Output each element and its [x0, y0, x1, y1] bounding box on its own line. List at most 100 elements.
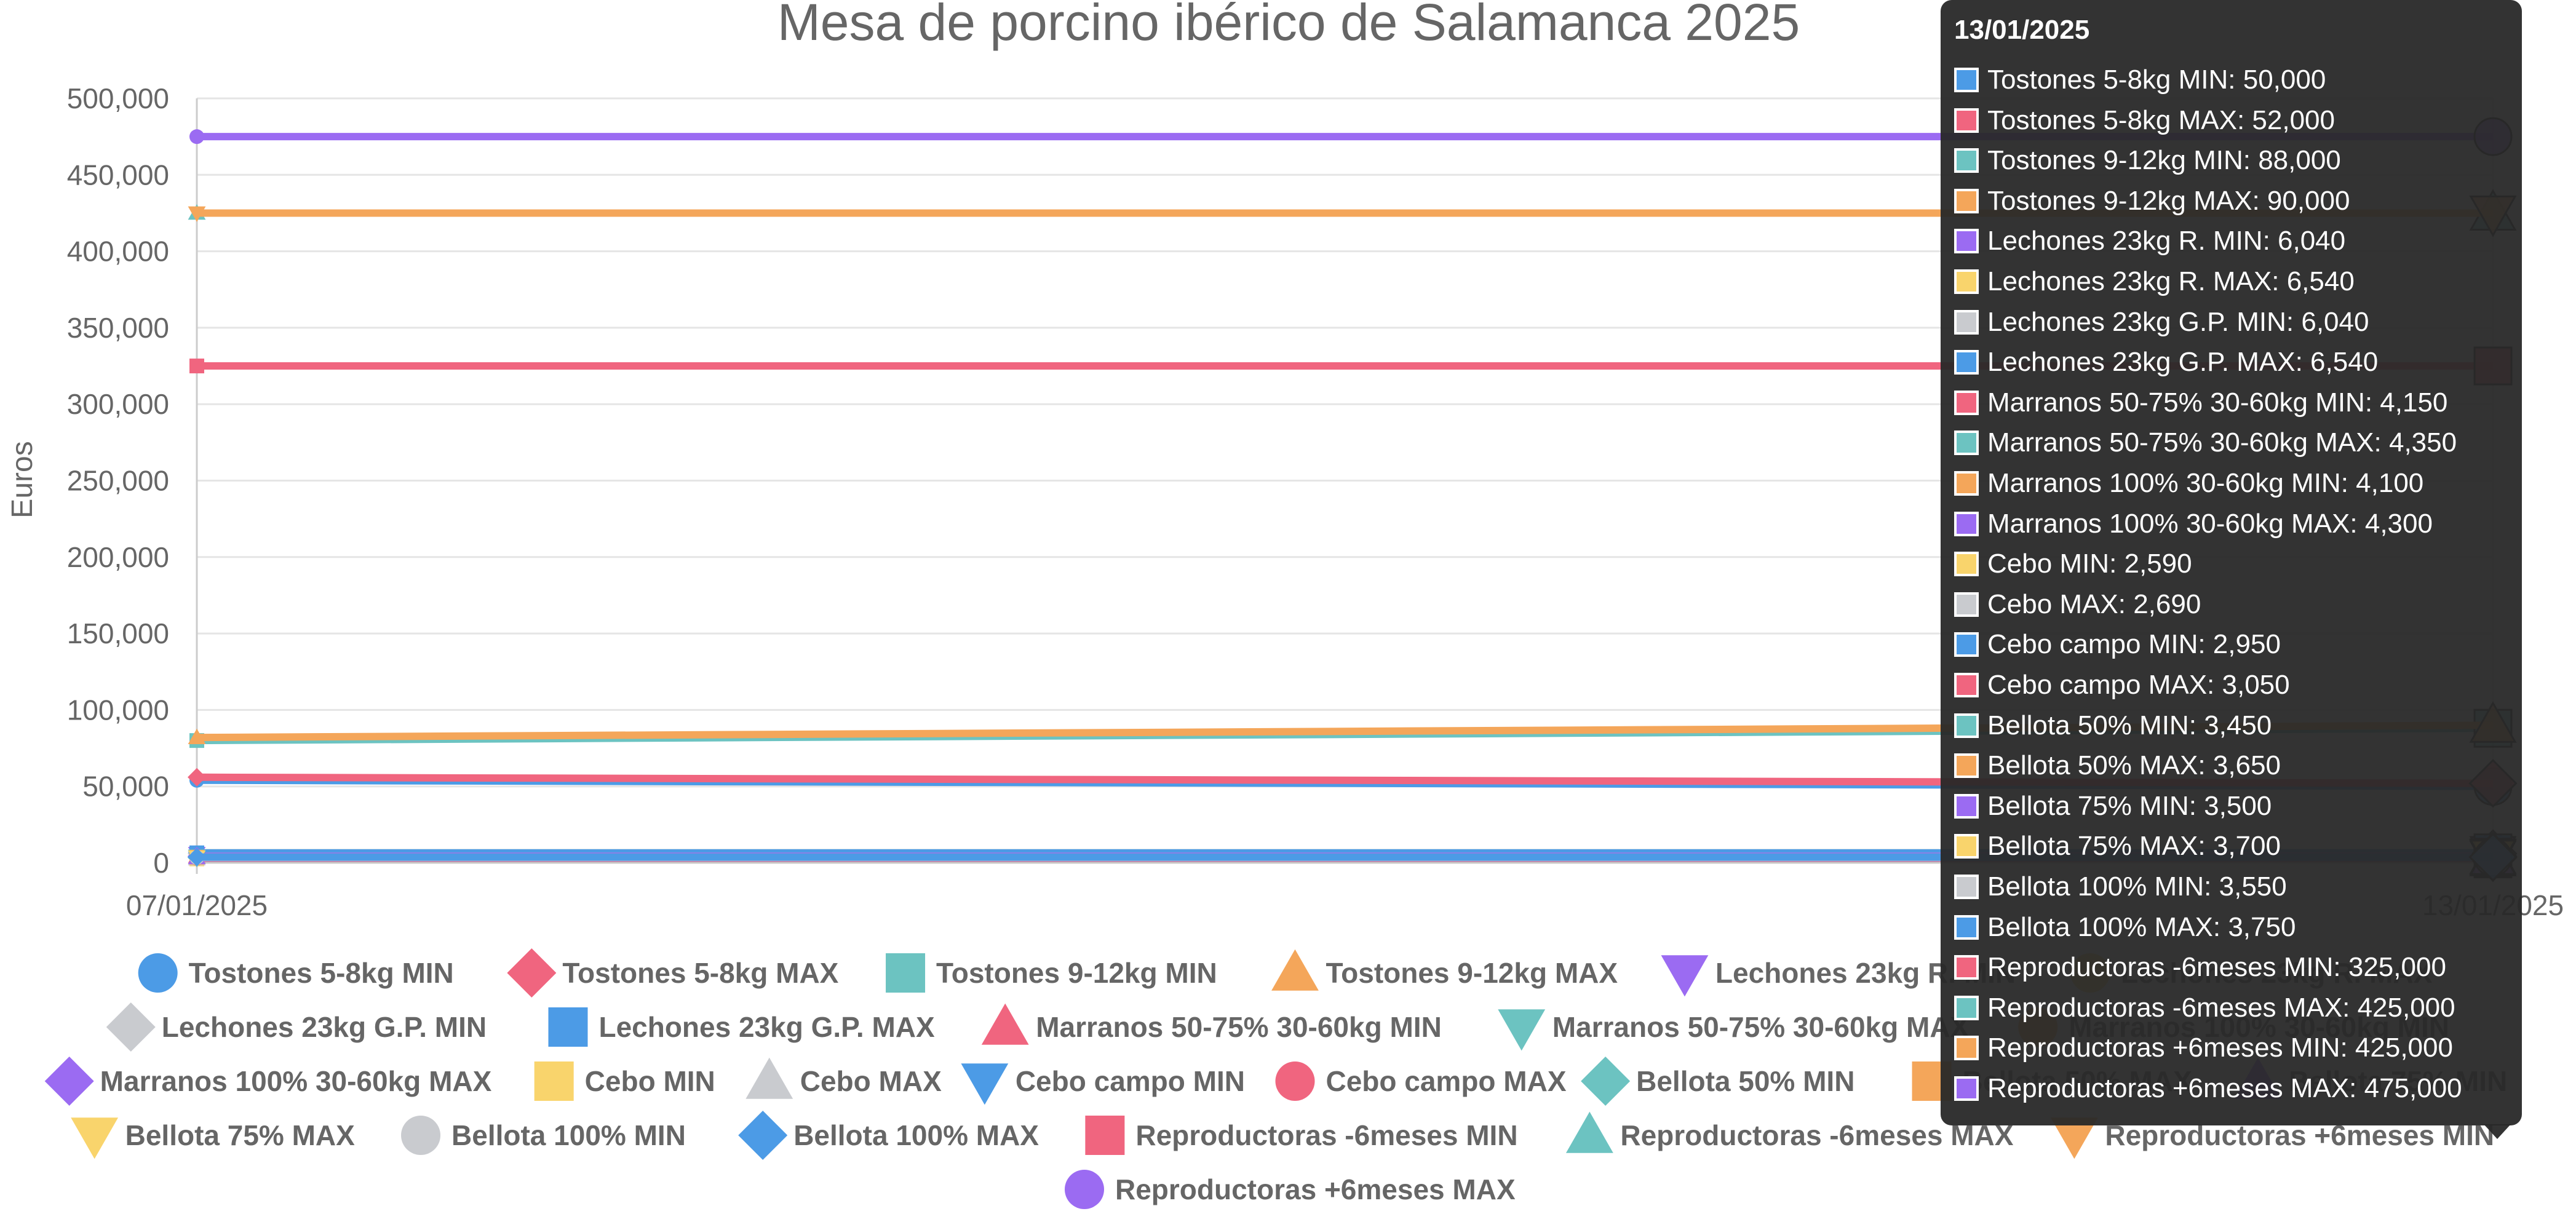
tooltip: 13/01/2025 Tostones 5-8kg MIN: 50,000 Tos… [1941, 0, 2522, 1125]
tooltip-row: Marranos 100% 30-60kg MIN: 4,100 [1954, 465, 2423, 502]
tooltip-row: Lechones 23kg R. MIN: 6,040 [1954, 223, 2345, 260]
data-point [188, 847, 206, 867]
data-point [188, 728, 206, 744]
legend-label: Lechones 23kg G.P. MAX [598, 1011, 935, 1043]
y-tick-label: 200,000 [67, 541, 169, 573]
legend-marker [961, 1063, 1009, 1105]
legend-label: Tostones 5-8kg MIN [189, 957, 454, 989]
tooltip-row: Bellota 50% MAX: 3,650 [1954, 747, 2281, 784]
tooltip-swatch [1954, 552, 1979, 577]
legend-marker [401, 1116, 441, 1155]
tooltip-row: Bellota 75% MAX: 3,700 [1954, 828, 2281, 865]
legend-label: Reproductoras +6meses MAX [1115, 1173, 1516, 1205]
tooltip-row-text: Marranos 100% 30-60kg MIN: 4,100 [1987, 468, 2424, 498]
tooltip-row-text: Marranos 100% 30-60kg MAX: 4,300 [1987, 508, 2433, 539]
x-tick-label: 07/01/2025 [126, 889, 268, 921]
tooltip-row: Marranos 50-75% 30-60kg MIN: 4,150 [1954, 384, 2447, 421]
tooltip-swatch [1954, 148, 1979, 173]
legend-marker [1498, 1009, 1546, 1051]
tooltip-row: Cebo campo MIN: 2,950 [1954, 626, 2281, 663]
legend-label: Bellota 75% MAX [125, 1119, 356, 1151]
legend-label: Tostones 9-12kg MAX [1326, 957, 1618, 989]
tooltip-row: Lechones 23kg G.P. MAX: 6,540 [1954, 344, 2378, 381]
tooltip-row: Lechones 23kg R. MAX: 6,540 [1954, 263, 2355, 300]
tooltip-row: Tostones 9-12kg MIN: 88,000 [1954, 142, 2341, 179]
legend-marker [138, 953, 178, 993]
tooltip-row: Bellota 100% MAX: 3,750 [1954, 909, 2296, 946]
tooltip-row-text: Tostones 5-8kg MIN: 50,000 [1987, 65, 2326, 95]
tooltip-row-text: Cebo MAX: 2,690 [1987, 589, 2201, 619]
tooltip-swatch [1954, 753, 1979, 779]
tooltip-row-text: Marranos 50-75% 30-60kg MIN: 4,150 [1987, 387, 2448, 418]
tooltip-swatch [1954, 511, 1979, 536]
y-tick-label: 300,000 [67, 388, 169, 420]
y-tick-label: 500,000 [67, 82, 169, 114]
data-point [188, 206, 206, 222]
legend-label: Marranos 50-75% 30-60kg MAX [1552, 1011, 1970, 1043]
legend-label: Bellota 100% MAX [793, 1119, 1039, 1151]
tooltip-swatch [1954, 1036, 1979, 1061]
tooltip-row-text: Bellota 50% MIN: 3,450 [1987, 710, 2272, 740]
tooltip-row-text: Reproductoras +6meses MIN: 425,000 [1987, 1033, 2453, 1063]
tooltip-row-text: Marranos 50-75% 30-60kg MAX: 4,350 [1987, 427, 2457, 458]
tooltip-swatch [1954, 390, 1979, 415]
tooltip-row: Reproductoras +6meses MIN: 425,000 [1954, 1030, 2453, 1066]
tooltip-row-text: Reproductoras -6meses MAX: 425,000 [1987, 992, 2455, 1023]
tooltip-row: Marranos 50-75% 30-60kg MAX: 4,350 [1954, 424, 2457, 461]
legend-marker [71, 1117, 119, 1159]
legend-marker [1661, 955, 1709, 997]
tooltip-row: Lechones 23kg G.P. MIN: 6,040 [1954, 304, 2369, 341]
legend-marker [507, 948, 557, 998]
tooltip-row: Bellota 75% MIN: 3,500 [1954, 788, 2272, 825]
legend-marker [886, 953, 926, 993]
legend-marker [1581, 1057, 1631, 1106]
legend-marker [745, 1057, 793, 1099]
legend-label: Tostones 5-8kg MAX [562, 957, 838, 989]
tooltip-row-text: Bellota 75% MIN: 3,500 [1987, 790, 2272, 821]
tooltip-row: Cebo MIN: 2,590 [1954, 546, 2192, 582]
tooltip-swatch [1954, 875, 1979, 899]
y-tick-label: 400,000 [67, 236, 169, 268]
tooltip-swatch [1954, 269, 1979, 294]
y-tick-label: 50,000 [82, 771, 169, 803]
legend-marker [738, 1111, 788, 1160]
tooltip-row-text: Lechones 23kg R. MAX: 6,540 [1987, 266, 2355, 296]
tooltip-swatch [1954, 793, 1979, 819]
tooltip-caret [2484, 1124, 2511, 1139]
tooltip-row-text: Reproductoras +6meses MAX: 475,000 [1987, 1073, 2462, 1103]
legend-marker [2050, 1117, 2098, 1159]
legend-marker [981, 1003, 1029, 1045]
tooltip-swatch [1954, 68, 1979, 92]
data-point [188, 768, 206, 787]
legend-label: Bellota 50% MIN [1636, 1065, 1854, 1097]
legend-label: Tostones 9-12kg MIN [936, 957, 1217, 989]
tooltip-swatch [1954, 188, 1979, 213]
tooltip-swatch [1954, 229, 1979, 254]
y-axis-label: Euros [6, 441, 39, 518]
tooltip-row: Marranos 100% 30-60kg MAX: 4,300 [1954, 506, 2433, 542]
tooltip-swatch [1954, 713, 1979, 738]
tooltip-row: Tostones 9-12kg MAX: 90,000 [1954, 183, 2350, 220]
tooltip-swatch [1954, 430, 1979, 456]
legend-marker [534, 1061, 574, 1101]
tooltip-swatch [1954, 592, 1979, 617]
tooltip-row: Tostones 5-8kg MAX: 52,000 [1954, 102, 2335, 139]
legend-label: Marranos 100% 30-60kg MAX [100, 1065, 492, 1097]
tooltip-row-text: Bellota 100% MAX: 3,750 [1987, 911, 2296, 942]
tooltip-swatch [1954, 1076, 1979, 1101]
tooltip-row-text: Bellota 100% MIN: 3,550 [1987, 871, 2287, 902]
y-tick-label: 150,000 [67, 617, 169, 649]
legend-marker [1271, 949, 1319, 991]
legend-marker [106, 1002, 156, 1052]
tooltip-row-text: Bellota 75% MAX: 3,700 [1987, 831, 2281, 862]
tooltip-swatch [1954, 673, 1979, 697]
tooltip-row: Cebo campo MAX: 3,050 [1954, 667, 2290, 704]
tooltip-row: Reproductoras -6meses MIN: 325,000 [1954, 949, 2446, 986]
tooltip-swatch [1954, 834, 1979, 859]
legend-label: Lechones 23kg G.P. MIN [162, 1011, 487, 1043]
y-tick-label: 450,000 [67, 159, 169, 191]
y-tick-label: 100,000 [67, 694, 169, 726]
tooltip-row: Cebo MAX: 2,690 [1954, 586, 2201, 623]
tooltip-swatch [1954, 471, 1979, 496]
legend-label: Marranos 50-75% 30-60kg MIN [1036, 1011, 1442, 1043]
